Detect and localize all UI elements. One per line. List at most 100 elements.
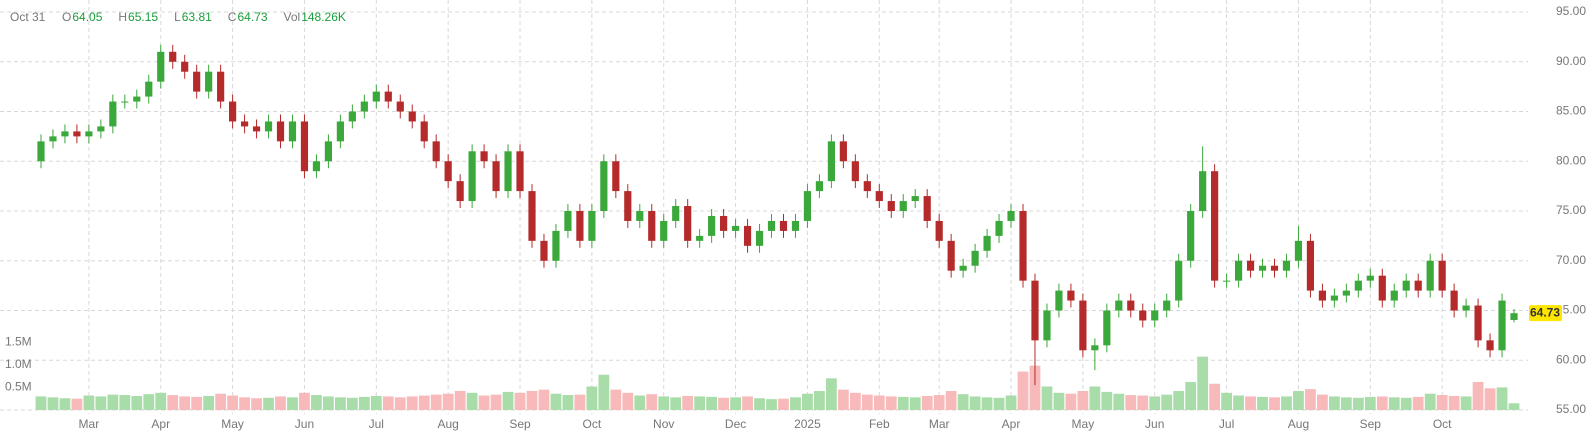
candle-body (336, 121, 344, 142)
candle-body (600, 161, 608, 211)
volume-bar (346, 397, 358, 410)
x-tick-label: May (1072, 417, 1095, 431)
volume-bar (1257, 396, 1268, 410)
volume-bar (1017, 371, 1029, 410)
candle-body (564, 211, 572, 231)
volume-tick-label: 0.5M (5, 380, 32, 394)
volume-bar (143, 394, 155, 410)
volume-bar (179, 396, 191, 410)
candle-body (971, 250, 979, 266)
volume-bar (191, 396, 203, 410)
volume-bar (1364, 396, 1376, 410)
candle-body (851, 161, 859, 182)
volume-bar (275, 396, 286, 410)
legend-value: 148.26K (301, 10, 346, 24)
candle-body (1474, 305, 1482, 341)
x-tick-label: Mar (79, 417, 100, 431)
volume-bar (1137, 395, 1149, 410)
candle-body (324, 141, 332, 162)
candle-body (312, 161, 321, 172)
candle-body (1079, 300, 1087, 351)
volume-bar (1281, 396, 1292, 410)
candle-body (1486, 340, 1494, 351)
candle-body (552, 230, 560, 261)
x-tick-label: Aug (1288, 417, 1309, 431)
volume-bar (1089, 386, 1101, 410)
candle-body (252, 126, 261, 132)
volume-bar (1029, 365, 1041, 410)
x-tick-label: Oct (1433, 417, 1452, 431)
last-price-tag (1529, 305, 1562, 322)
volume-tick-label: 1.5M (5, 334, 32, 348)
volume-bar (957, 394, 969, 410)
candle-body (815, 181, 824, 192)
volume-bar (706, 396, 718, 410)
candle-body (708, 215, 716, 236)
candle-body (1450, 290, 1458, 311)
candle-body (1163, 300, 1171, 311)
candle-body (1354, 280, 1362, 291)
volume-bar (1424, 393, 1436, 410)
volume-bar (251, 398, 262, 410)
volume-bar (47, 397, 59, 410)
volume-bar (1484, 388, 1496, 410)
x-tick-label: Sep (1360, 417, 1382, 431)
x-tick-label: 2025 (794, 417, 821, 431)
volume-bar (227, 395, 238, 410)
volume-bar (1317, 394, 1328, 410)
candle-body (1115, 300, 1123, 311)
candle-body (1199, 171, 1207, 211)
candle-body (1055, 290, 1063, 311)
volume-bar (1053, 392, 1065, 410)
volume-bar (945, 391, 957, 410)
volume-bar (1173, 391, 1185, 410)
candle-body (1414, 280, 1422, 291)
volume-bar (1412, 396, 1424, 410)
candle-body (1390, 290, 1398, 301)
volume-bar (562, 395, 574, 410)
candle-body (576, 211, 584, 241)
candle-body (288, 121, 297, 142)
volume-bar (131, 395, 143, 410)
x-tick-label: Aug (437, 417, 458, 431)
y-tick-label: 65.00 (1556, 303, 1586, 317)
candle-body (827, 141, 835, 182)
candle-body (755, 230, 764, 246)
volume-bar (766, 399, 777, 410)
volume-bar (299, 392, 310, 410)
volume-bar (83, 395, 95, 410)
volume-bar (1460, 396, 1472, 410)
y-tick-label: 55.00 (1556, 402, 1586, 416)
candle-body (875, 191, 883, 202)
legend-label: O (62, 10, 71, 24)
volume-bar (1041, 386, 1053, 410)
candle-body (1510, 313, 1518, 320)
candle-body (384, 91, 392, 102)
volume-tick-label: 1.0M (5, 357, 32, 371)
candle-body (240, 121, 249, 127)
volume-bar (119, 395, 131, 410)
volume-bar (814, 391, 825, 410)
volume-bar (454, 391, 466, 410)
candle-body (743, 225, 752, 246)
candle-body (660, 220, 668, 241)
candle-body (300, 121, 309, 172)
volume-bar (1101, 391, 1113, 410)
candle-body (779, 220, 788, 231)
legend-label: C (228, 10, 237, 24)
volume-bar (1496, 387, 1508, 410)
candle-body (1031, 280, 1039, 341)
volume-bar (1269, 397, 1280, 410)
volume-bar (490, 394, 502, 410)
candle-body (157, 51, 165, 82)
candle-body (1402, 280, 1410, 291)
volume-bar (634, 395, 646, 410)
candle-body (37, 141, 45, 162)
volume-bar (1293, 391, 1304, 410)
x-tick-label: Apr (1002, 417, 1021, 431)
volume-bar (1328, 396, 1340, 410)
candle-body (61, 131, 69, 137)
volume-bar (754, 398, 765, 410)
candle-body (396, 101, 404, 112)
volume-bar (1472, 381, 1484, 410)
